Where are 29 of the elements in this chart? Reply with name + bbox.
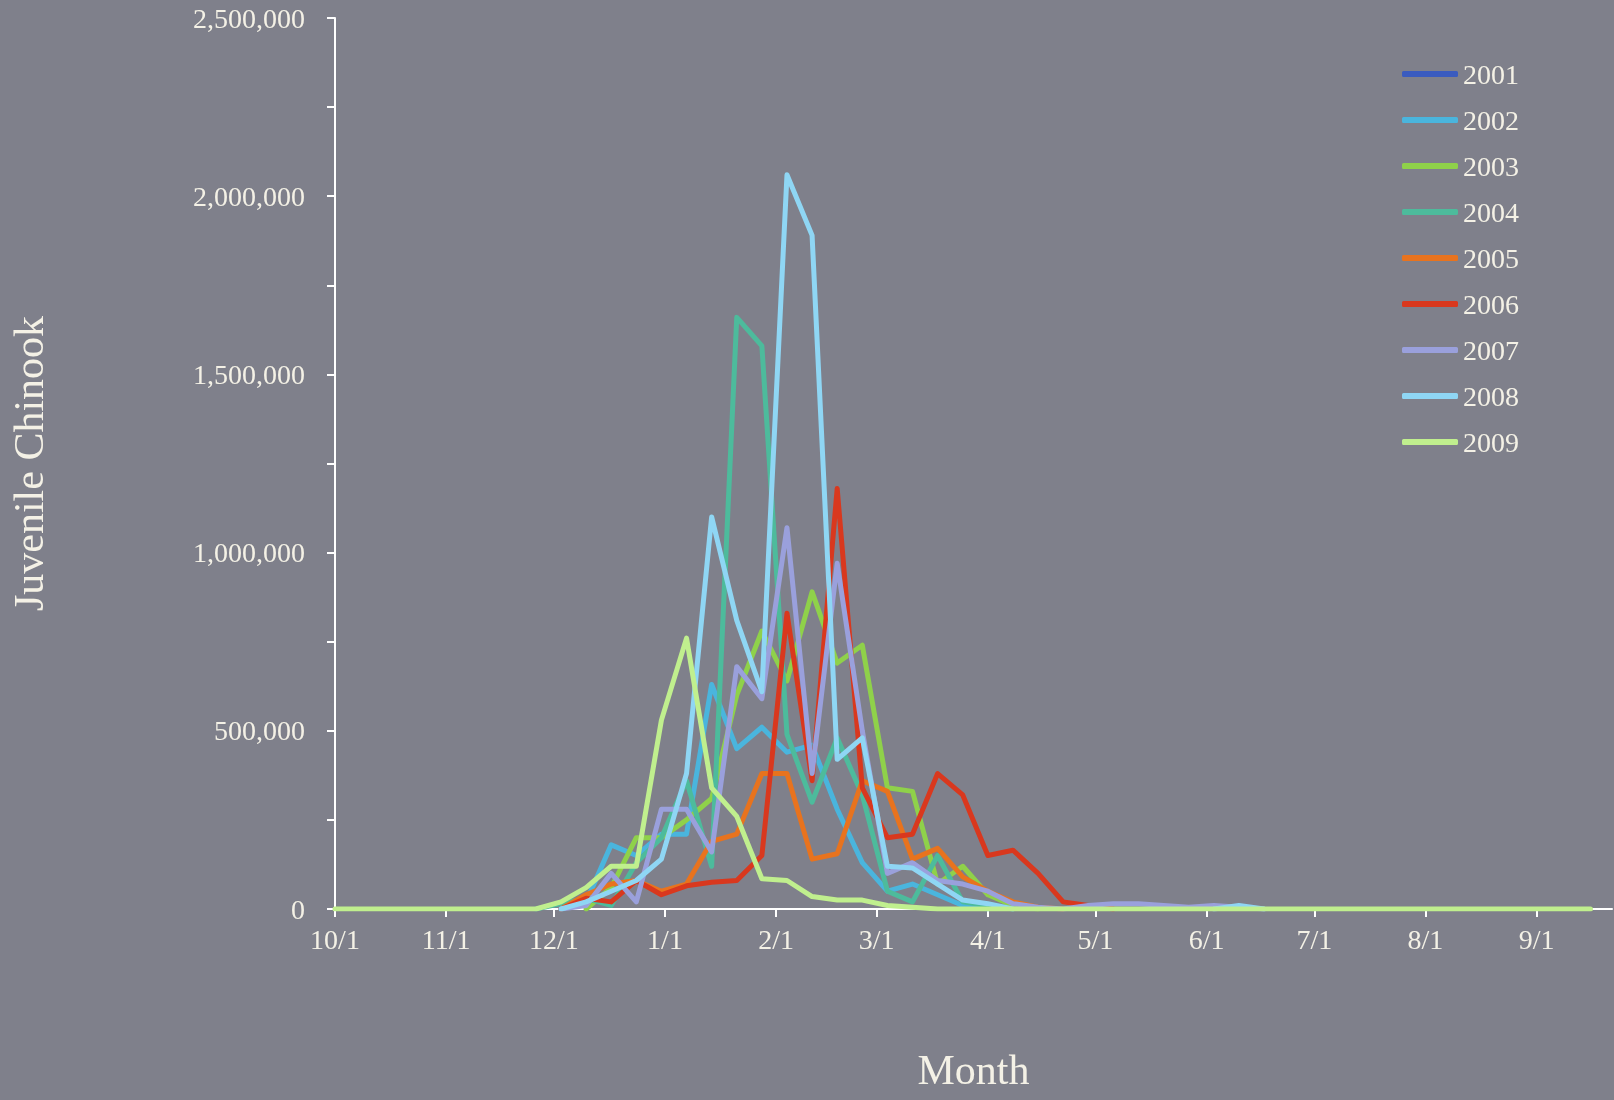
- y-tick-label: 2,500,000: [193, 2, 305, 34]
- y-tick-label: 1,500,000: [193, 358, 305, 390]
- x-tick-label: 3/1: [858, 923, 895, 955]
- legend-label: 2003: [1463, 150, 1519, 182]
- x-tick-label: 1/1: [647, 923, 683, 955]
- legend-label: 2001: [1463, 58, 1519, 90]
- x-tick-label: 9/1: [1518, 923, 1555, 955]
- x-tick-label: 5/1: [1077, 923, 1114, 955]
- y-axis-title: Juvenile Chinook: [6, 315, 52, 612]
- legend-label: 2008: [1463, 380, 1519, 412]
- y-tick-label: 0: [291, 893, 305, 925]
- y-tick-label: 500,000: [214, 715, 305, 747]
- legend-label: 2006: [1463, 288, 1519, 320]
- x-tick-label: 2/1: [758, 923, 795, 955]
- legend-label: 2007: [1463, 334, 1519, 366]
- legend-label: 2004: [1463, 196, 1519, 228]
- legend-label: 2002: [1463, 104, 1519, 136]
- x-axis-title: Month: [917, 1047, 1030, 1093]
- x-tick-label: 6/1: [1188, 923, 1225, 955]
- legend-label: 2009: [1463, 426, 1519, 458]
- x-tick-label: 7/1: [1296, 923, 1333, 955]
- legend-label: 2005: [1463, 242, 1519, 274]
- x-tick-label: 8/1: [1407, 923, 1444, 955]
- x-tick-label: 11/1: [421, 923, 471, 955]
- x-tick-label: 12/1: [528, 923, 579, 955]
- x-tick-label: 4/1: [969, 923, 1006, 955]
- y-tick-label: 1,000,000: [193, 537, 305, 569]
- y-tick-label: 2,000,000: [193, 180, 305, 212]
- x-tick-label: 10/1: [310, 923, 360, 955]
